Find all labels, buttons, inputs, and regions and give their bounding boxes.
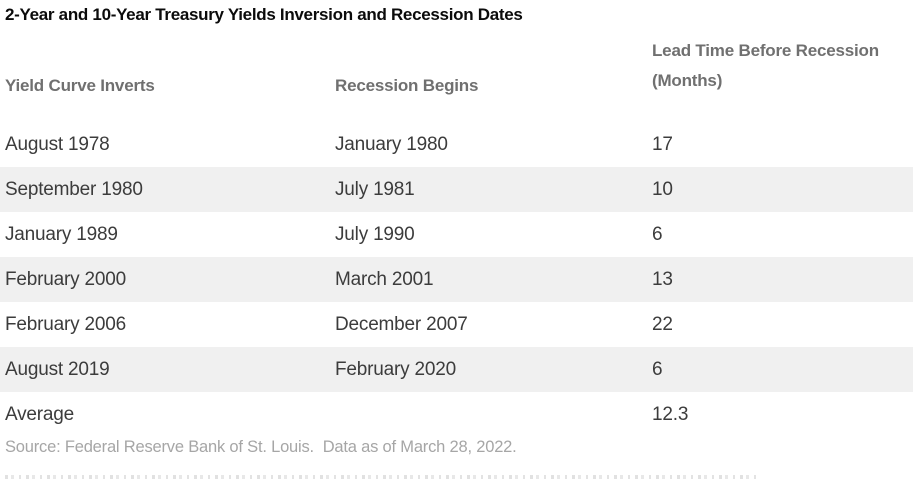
cell-invert-date: January 1989 (5, 223, 118, 245)
cell-lead-time: 22 (652, 313, 673, 335)
table-row-average: Average 12.3 (0, 392, 913, 437)
cell-average-lead-time: 12.3 (652, 403, 689, 425)
cell-recession-date: March 2001 (335, 268, 434, 290)
table-row: January 1989 July 1990 6 (0, 212, 913, 257)
cell-recession-date: December 2007 (335, 313, 468, 335)
table-row: February 2006 December 2007 22 (0, 302, 913, 347)
cell-average-label: Average (5, 403, 75, 425)
column-header-recession-begins: Recession Begins (335, 76, 479, 95)
table-header-row: Yield Curve Inverts Recession Begins Lea… (5, 36, 908, 96)
source-note: Source: Federal Reserve Bank of St. Loui… (5, 438, 517, 456)
cell-recession-date: July 1981 (335, 178, 415, 200)
cell-recession-date: July 1990 (335, 223, 415, 245)
table-body: August 1978 January 1980 17 September 19… (0, 122, 913, 437)
table-row: September 1980 July 1981 10 (0, 167, 913, 212)
cell-invert-date: August 1978 (5, 133, 110, 155)
table-row: August 1978 January 1980 17 (0, 122, 913, 167)
column-header-lead-time: Lead Time Before Recession (Months) (652, 36, 908, 98)
table-row: February 2000 March 2001 13 (0, 257, 913, 302)
cell-invert-date: September 1980 (5, 178, 143, 200)
column-header-lead-time-line2: (Months) (652, 71, 723, 90)
table-row: August 2019 February 2020 6 (0, 347, 913, 392)
cell-lead-time: 10 (652, 178, 673, 200)
cell-recession-date: February 2020 (335, 358, 456, 380)
column-header-lead-time-line1: Lead Time Before Recession (652, 41, 879, 60)
cell-lead-time: 17 (652, 133, 673, 155)
cell-lead-time: 6 (652, 358, 663, 380)
cell-invert-date: February 2000 (5, 268, 126, 290)
cell-invert-date: February 2006 (5, 313, 126, 335)
cell-invert-date: August 2019 (5, 358, 110, 380)
clipped-text-remnant (5, 475, 757, 479)
cell-recession-date: January 1980 (335, 133, 448, 155)
chart-title: 2-Year and 10-Year Treasury Yields Inver… (5, 5, 523, 24)
column-header-yield-curve-inverts: Yield Curve Inverts (5, 76, 155, 95)
cell-lead-time: 6 (652, 223, 663, 245)
cell-lead-time: 13 (652, 268, 673, 290)
